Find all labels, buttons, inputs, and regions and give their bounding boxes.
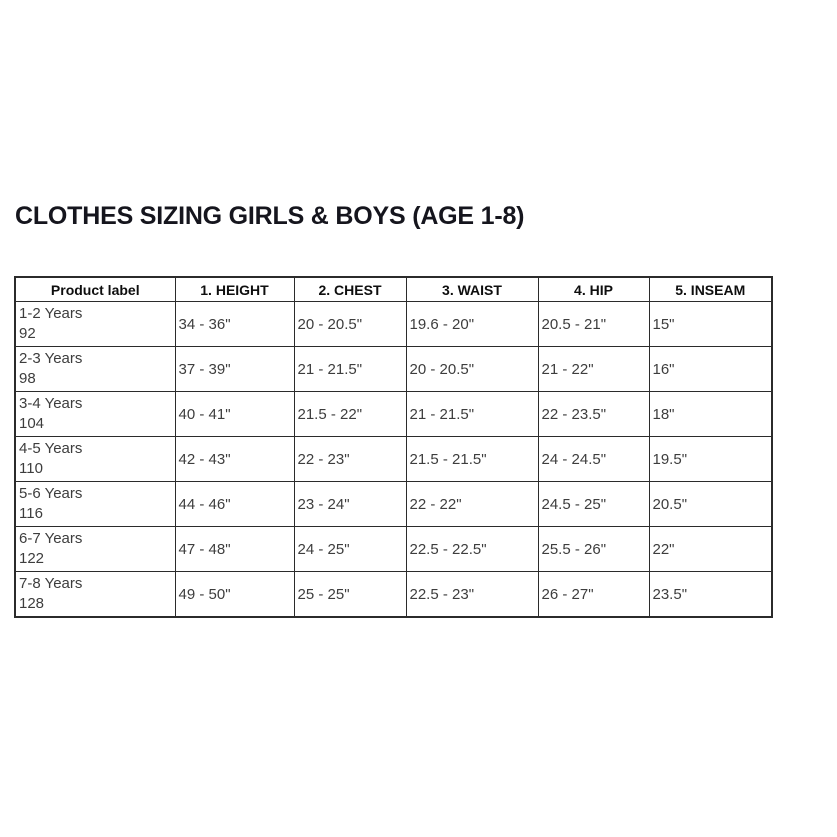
- table-row: 6-7 Years 122 47 - 48" 24 - 25" 22.5 - 2…: [14, 526, 773, 572]
- cell-hip: 22 - 23.5": [537, 391, 650, 437]
- cell-product-label: 4-5 Years 110: [14, 436, 176, 482]
- cell-hip: 24 - 24.5": [537, 436, 650, 482]
- cell-waist: 19.6 - 20": [405, 301, 539, 347]
- cell-waist: 21 - 21.5": [405, 391, 539, 437]
- cell-inseam: 15": [648, 301, 773, 347]
- table-row: 5-6 Years 116 44 - 46" 23 - 24" 22 - 22"…: [14, 481, 773, 527]
- cell-waist: 22.5 - 23": [405, 571, 539, 618]
- size-code: 122: [19, 550, 45, 567]
- cell-hip: 26 - 27": [537, 571, 650, 618]
- table-row: 4-5 Years 110 42 - 43" 22 - 23" 21.5 - 2…: [14, 436, 773, 482]
- cell-inseam: 23.5": [648, 571, 773, 618]
- cell-product-label: 7-8 Years 128: [14, 571, 176, 618]
- cell-height: 47 - 48": [174, 526, 295, 572]
- cell-chest: 20 - 20.5": [293, 301, 407, 347]
- cell-waist: 22.5 - 22.5": [405, 526, 539, 572]
- cell-product-label: 3-4 Years 104: [14, 391, 176, 437]
- age-range: 7-8 Years: [19, 575, 83, 592]
- table-row: 1-2 Years 92 34 - 36" 20 - 20.5" 19.6 - …: [14, 301, 773, 347]
- cell-product-label: 1-2 Years 92: [14, 301, 176, 347]
- column-header-height: 1. HEIGHT: [174, 276, 295, 302]
- size-code: 98: [19, 370, 36, 387]
- column-header-waist: 3. WAIST: [405, 276, 539, 302]
- header-row: Product label 1. HEIGHT 2. CHEST 3. WAIS…: [14, 276, 773, 302]
- cell-hip: 25.5 - 26": [537, 526, 650, 572]
- age-range: 6-7 Years: [19, 530, 83, 547]
- cell-chest: 23 - 24": [293, 481, 407, 527]
- table-row: 7-8 Years 128 49 - 50" 25 - 25" 22.5 - 2…: [14, 571, 773, 618]
- column-header-chest: 2. CHEST: [293, 276, 407, 302]
- cell-chest: 25 - 25": [293, 571, 407, 618]
- cell-inseam: 22": [648, 526, 773, 572]
- cell-chest: 22 - 23": [293, 436, 407, 482]
- cell-hip: 24.5 - 25": [537, 481, 650, 527]
- age-range: 5-6 Years: [19, 485, 83, 502]
- size-code: 104: [19, 415, 45, 432]
- column-header-hip: 4. HIP: [537, 276, 650, 302]
- cell-chest: 24 - 25": [293, 526, 407, 572]
- age-range: 3-4 Years: [19, 395, 83, 412]
- cell-chest: 21 - 21.5": [293, 346, 407, 392]
- table-row: 3-4 Years 104 40 - 41" 21.5 - 22" 21 - 2…: [14, 391, 773, 437]
- size-code: 116: [19, 505, 43, 522]
- cell-inseam: 20.5": [648, 481, 773, 527]
- cell-product-label: 6-7 Years 122: [14, 526, 176, 572]
- size-chart-table: Product label 1. HEIGHT 2. CHEST 3. WAIS…: [14, 276, 773, 618]
- cell-height: 49 - 50": [174, 571, 295, 618]
- cell-hip: 21 - 22": [537, 346, 650, 392]
- age-range: 1-2 Years: [19, 305, 83, 322]
- cell-height: 34 - 36": [174, 301, 295, 347]
- cell-waist: 22 - 22": [405, 481, 539, 527]
- cell-height: 44 - 46": [174, 481, 295, 527]
- size-code: 92: [19, 325, 36, 342]
- cell-inseam: 16": [648, 346, 773, 392]
- cell-product-label: 2-3 Years 98: [14, 346, 176, 392]
- column-header-inseam: 5. INSEAM: [648, 276, 773, 302]
- page-title: CLOTHES SIZING GIRLS & BOYS (AGE 1-8): [15, 202, 525, 230]
- cell-hip: 20.5 - 21": [537, 301, 650, 347]
- cell-product-label: 5-6 Years 116: [14, 481, 176, 527]
- cell-height: 40 - 41": [174, 391, 295, 437]
- column-header-product-label: Product label: [14, 276, 176, 302]
- cell-inseam: 19.5": [648, 436, 773, 482]
- age-range: 4-5 Years: [19, 440, 83, 457]
- cell-inseam: 18": [648, 391, 773, 437]
- age-range: 2-3 Years: [19, 350, 83, 367]
- cell-height: 37 - 39": [174, 346, 295, 392]
- size-code: 110: [19, 460, 43, 477]
- size-code: 128: [19, 595, 45, 612]
- cell-waist: 21.5 - 21.5": [405, 436, 539, 482]
- cell-height: 42 - 43": [174, 436, 295, 482]
- cell-waist: 20 - 20.5": [405, 346, 539, 392]
- table-row: 2-3 Years 98 37 - 39" 21 - 21.5" 20 - 20…: [14, 346, 773, 392]
- cell-chest: 21.5 - 22": [293, 391, 407, 437]
